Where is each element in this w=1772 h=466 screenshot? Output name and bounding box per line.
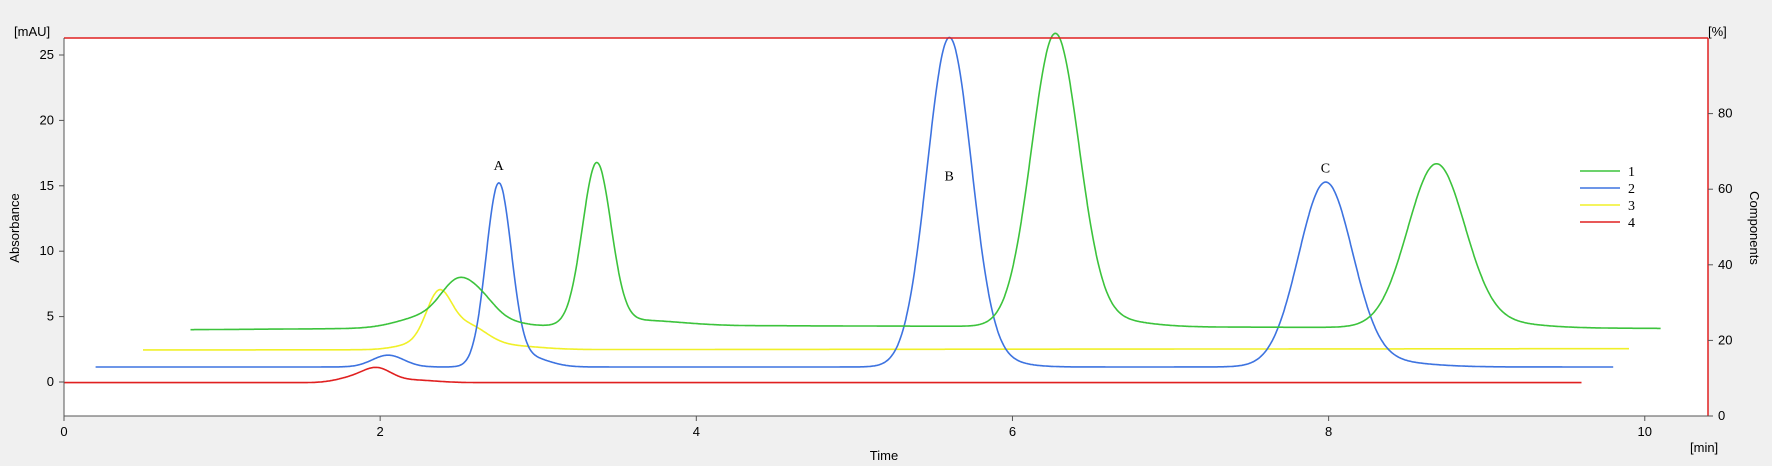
y2-tick-label: 60 [1718, 181, 1732, 196]
axes-layer: 0 2 4 6 8 10 0 5 10 15 20 25 0 20 40 60 80 [40, 37, 1732, 439]
legend-label-2: 2 [1628, 182, 1635, 197]
x-tick-label: 10 [1638, 424, 1652, 439]
y-tick-label: 0 [47, 374, 54, 389]
x-tick-label: 2 [377, 424, 384, 439]
series-4-line [64, 366, 1582, 384]
y2-tick-label: 80 [1718, 106, 1732, 121]
peak-label-A: A [494, 159, 505, 174]
y-tick-label: 10 [40, 243, 54, 258]
x-tick-label: 6 [1009, 424, 1016, 439]
y2-tick-label: 40 [1718, 257, 1732, 272]
series-2-line [95, 36, 1614, 368]
series-1-line [190, 32, 1661, 331]
y-tick-label: 25 [40, 47, 54, 62]
legend: 1 2 3 4 [1580, 165, 1635, 231]
y-axis-title: Absorbance [7, 193, 22, 262]
y-tick-label: 15 [40, 178, 54, 193]
peak-label-B: B [945, 170, 954, 185]
y2-axis-title: Components [1747, 191, 1762, 265]
legend-label-1: 1 [1628, 165, 1635, 180]
x-tick-label: 4 [693, 424, 700, 439]
y2-tick-label: 20 [1718, 332, 1732, 347]
x-tick-label: 0 [60, 424, 67, 439]
x-axis-title: Time [870, 448, 898, 463]
x-tick-label: 8 [1325, 424, 1332, 439]
series-layer [64, 32, 1661, 384]
peak-label-C: C [1321, 162, 1330, 177]
plot-background [64, 38, 1708, 416]
legend-label-4: 4 [1628, 216, 1635, 231]
plot-area [64, 38, 1708, 416]
y2-unit-label: [%] [1708, 24, 1727, 39]
legend-label-3: 3 [1628, 199, 1635, 214]
y-tick-label: 20 [40, 112, 54, 127]
x-unit-label: [min] [1690, 440, 1718, 455]
annotations-layer: A B C [494, 159, 1330, 184]
series-3-line [143, 288, 1629, 351]
y-tick-label: 5 [47, 309, 54, 324]
y2-tick-label: 0 [1718, 408, 1725, 423]
y-unit-label: [mAU] [14, 24, 50, 39]
